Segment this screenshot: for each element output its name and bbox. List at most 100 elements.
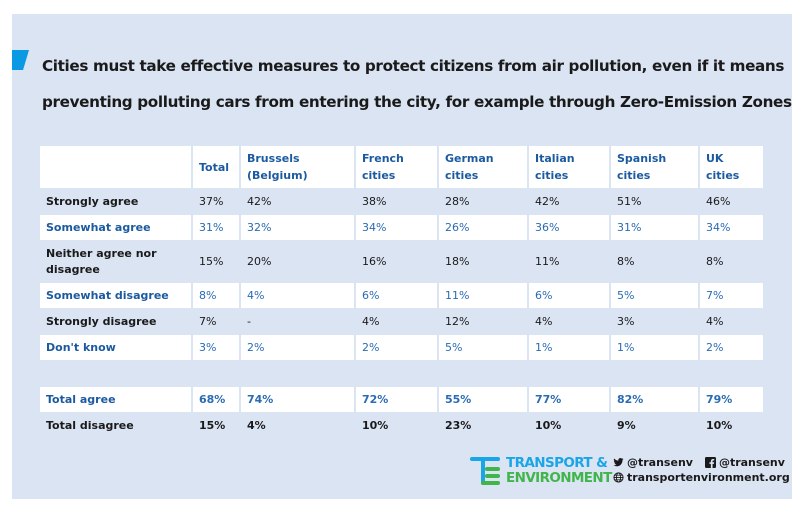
- cell: 18%: [439, 241, 529, 283]
- header-italian: Italian cities: [529, 146, 611, 189]
- table-row: Somewhat agree 31% 32% 34% 26% 36% 31% 3…: [40, 215, 763, 241]
- table-row: Strongly agree 37% 42% 38% 28% 42% 51% 4…: [40, 189, 763, 215]
- row-label: Strongly disagree: [40, 309, 193, 335]
- cell: 5%: [611, 283, 700, 309]
- cell: 55%: [439, 387, 529, 413]
- cell: 68%: [193, 387, 241, 413]
- cell: 26%: [439, 215, 529, 241]
- cell: 72%: [356, 387, 439, 413]
- header-total: Total: [193, 146, 241, 189]
- cell: 28%: [439, 189, 529, 215]
- survey-table: Total Brussels (Belgium) French cities Ger…: [40, 146, 763, 439]
- row-label: Don't know: [40, 335, 193, 361]
- cell: 9%: [611, 413, 700, 439]
- cell: 20%: [241, 241, 356, 283]
- cell: 4%: [356, 309, 439, 335]
- cell: 6%: [529, 283, 611, 309]
- page-title: Cities must take effective measures to p…: [42, 48, 802, 120]
- cell: 1%: [611, 335, 700, 361]
- facebook-handle[interactable]: @transenv: [718, 456, 785, 469]
- brand-logo: TRANSPORT & ENVIRONMENT: [470, 455, 612, 487]
- cell: 11%: [439, 283, 529, 309]
- social-row-2: transportenvironment.org: [613, 470, 790, 485]
- table-row-total-disagree: Total disagree 15% 4% 10% 23% 10% 9% 10%: [40, 413, 763, 439]
- row-label: Neither agree nor disagree: [40, 241, 193, 283]
- cell: 34%: [356, 215, 439, 241]
- cell: 15%: [193, 241, 241, 283]
- cell: 74%: [241, 387, 356, 413]
- table-header-row: Total Brussels (Belgium) French cities Ger…: [40, 146, 763, 189]
- cell: 23%: [439, 413, 529, 439]
- cell: 8%: [193, 283, 241, 309]
- social-links: @transenv @transenv transportenvironment…: [613, 455, 790, 485]
- cell: 12%: [439, 309, 529, 335]
- header-french: French cities: [356, 146, 439, 189]
- row-label: Total agree: [40, 387, 193, 413]
- cell: 7%: [700, 283, 763, 309]
- cell: 42%: [529, 189, 611, 215]
- cell: 34%: [700, 215, 763, 241]
- cell: 4%: [529, 309, 611, 335]
- header-german: German cities: [439, 146, 529, 189]
- cell: 2%: [356, 335, 439, 361]
- cell: 79%: [700, 387, 763, 413]
- globe-icon: [613, 472, 624, 483]
- table-row: Neither agree nor disagree 15% 20% 16% 1…: [40, 241, 763, 283]
- website-link[interactable]: transportenvironment.org: [627, 471, 790, 484]
- cell: 3%: [611, 309, 700, 335]
- cell: 2%: [700, 335, 763, 361]
- cell: -: [241, 309, 356, 335]
- cell: 8%: [611, 241, 700, 283]
- cell: 4%: [241, 283, 356, 309]
- cell: 11%: [529, 241, 611, 283]
- cell: 6%: [356, 283, 439, 309]
- title-line-1: Cities must take effective measures to p…: [42, 57, 785, 75]
- cell: 16%: [356, 241, 439, 283]
- cell: 7%: [193, 309, 241, 335]
- cell: 1%: [529, 335, 611, 361]
- cell: 8%: [700, 241, 763, 283]
- row-label: Somewhat agree: [40, 215, 193, 241]
- facebook-icon: [704, 457, 716, 468]
- header-spanish: Spanish cities: [611, 146, 700, 189]
- cell: 31%: [193, 215, 241, 241]
- row-label: Strongly agree: [40, 189, 193, 215]
- cell: 36%: [529, 215, 611, 241]
- title-line-2: preventing polluting cars from entering …: [42, 93, 792, 111]
- table-row: Strongly disagree 7% - 4% 12% 4% 3% 4%: [40, 309, 763, 335]
- cell: 5%: [439, 335, 529, 361]
- cell: 3%: [193, 335, 241, 361]
- cell: 46%: [700, 189, 763, 215]
- twitter-icon: [613, 458, 624, 467]
- header-brussels: Brussels (Belgium): [241, 146, 356, 189]
- cell: 82%: [611, 387, 700, 413]
- spacer: [40, 361, 763, 387]
- row-label: Total disagree: [40, 413, 193, 439]
- cell: 10%: [529, 413, 611, 439]
- cell: 38%: [356, 189, 439, 215]
- cell: 15%: [193, 413, 241, 439]
- cell: 42%: [241, 189, 356, 215]
- te-logo-icon: [470, 455, 500, 487]
- brand-name: TRANSPORT & ENVIRONMENT: [506, 455, 612, 486]
- spacer-row: [40, 361, 763, 387]
- cell: 4%: [241, 413, 356, 439]
- social-row-1: @transenv @transenv: [613, 455, 790, 470]
- header-empty: [40, 146, 193, 189]
- cell: 4%: [700, 309, 763, 335]
- table-row: Somewhat disagree 8% 4% 6% 11% 6% 5% 7%: [40, 283, 763, 309]
- cell: 10%: [700, 413, 763, 439]
- cell: 77%: [529, 387, 611, 413]
- cell: 51%: [611, 189, 700, 215]
- table-row: Don't know 3% 2% 2% 5% 1% 1% 2%: [40, 335, 763, 361]
- header-uk: UK cities: [700, 146, 763, 189]
- cell: 37%: [193, 189, 241, 215]
- cell: 32%: [241, 215, 356, 241]
- content-panel: [12, 14, 792, 499]
- table-row-total-agree: Total agree 68% 74% 72% 55% 77% 82% 79%: [40, 387, 763, 413]
- row-label: Somewhat disagree: [40, 283, 193, 309]
- twitter-handle[interactable]: @transenv: [627, 456, 693, 469]
- cell: 2%: [241, 335, 356, 361]
- cell: 10%: [356, 413, 439, 439]
- cell: 31%: [611, 215, 700, 241]
